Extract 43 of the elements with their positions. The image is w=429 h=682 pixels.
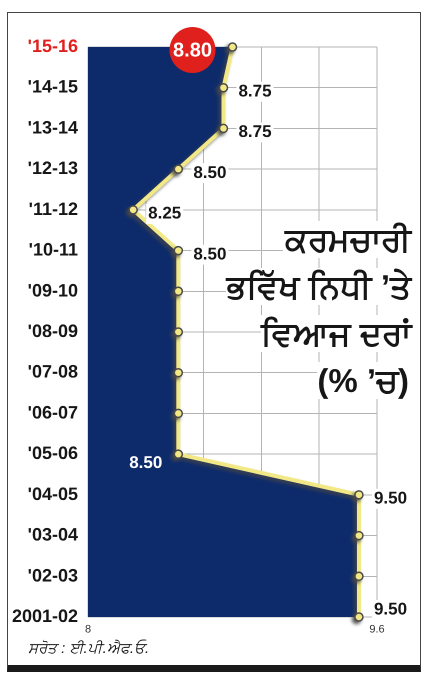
y-tick-label: '04-05 <box>28 484 78 504</box>
data-label: 8.80 <box>173 40 212 62</box>
data-label: 8.50 <box>193 162 226 182</box>
data-label: 8.50 <box>129 452 162 472</box>
text: ਕਰਮਚਾਰੀ ਭਵਿੱਖ ਨਿਧੀ ’ਤੇ ਵਿਆਜ ਦਰਾਂ (% ’ਚ) <box>226 221 411 399</box>
y-tick-label: '05-06 <box>28 443 78 464</box>
point <box>174 327 184 337</box>
y-tick-label: '06-07 <box>28 402 78 422</box>
data-label: 8.75 <box>238 122 272 142</box>
data-label: 9.50 <box>374 488 408 508</box>
data-label: 8.50 <box>193 244 226 264</box>
point <box>228 42 238 52</box>
data-label: 9.50 <box>374 600 408 619</box>
x-tick-label: 8 <box>84 624 92 636</box>
y-tick-label: '12-13 <box>28 158 78 178</box>
y-tick-label: '15-16 <box>28 36 78 56</box>
y-tick-label: 2001-02 <box>12 606 78 626</box>
point <box>218 124 228 134</box>
point <box>174 449 184 459</box>
point <box>354 530 364 540</box>
y-tick-label: '10-11 <box>28 240 78 260</box>
point <box>174 286 184 296</box>
point <box>128 205 138 215</box>
y-tick-label: '11-12 <box>28 198 78 219</box>
y-tick-label: '13-14 <box>28 117 78 138</box>
point <box>218 82 228 92</box>
point <box>354 572 364 582</box>
data-label: 8.25 <box>148 204 182 223</box>
point <box>354 612 364 622</box>
data-label: 8.75 <box>238 81 272 100</box>
x-tick-label: 9.6 <box>369 624 385 636</box>
point <box>174 246 184 256</box>
point <box>174 164 184 174</box>
y-tick-label: '09-10 <box>28 280 78 300</box>
y-tick-label: '07-08 <box>28 362 78 382</box>
y-tick-label: '08-09 <box>28 320 78 341</box>
y-tick-label: '03-04 <box>28 524 78 545</box>
point <box>354 490 364 500</box>
point <box>174 408 184 418</box>
text: ਸਰੋਤ : ਈ.ਪੀ.ਐਫ.ਓ. <box>28 640 150 657</box>
y-tick-label: '02-03 <box>28 565 78 586</box>
point <box>174 368 184 378</box>
y-tick-label: '14-15 <box>28 76 78 97</box>
